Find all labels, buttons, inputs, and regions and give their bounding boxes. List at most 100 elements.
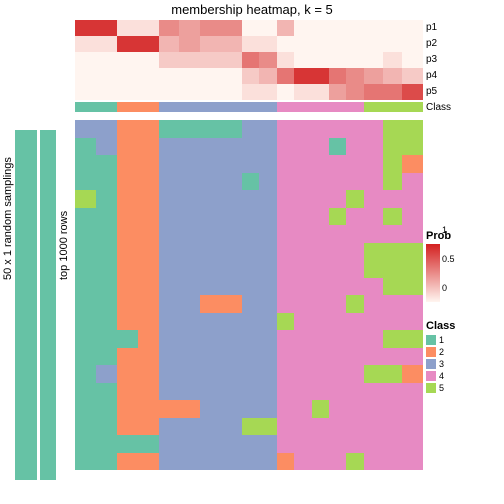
heatmap-cell: [312, 453, 329, 471]
rows-side-bar: [40, 130, 56, 480]
class-segment: [294, 102, 311, 112]
heatmap-cell: [96, 155, 117, 173]
prob-cell: [364, 52, 383, 68]
heatmap-cell: [383, 243, 402, 261]
heatmap-cell: [159, 400, 180, 418]
heatmap-cell: [259, 295, 276, 313]
heatmap-cell: [117, 208, 138, 226]
heatmap-cell: [200, 383, 221, 401]
heatmap-cell: [294, 138, 311, 156]
class-segment: [75, 102, 96, 112]
heatmap-cell: [277, 173, 294, 191]
class-swatch: [426, 383, 436, 393]
class-swatch: [426, 371, 436, 381]
prob-cell: [277, 20, 294, 36]
heatmap-cell: [294, 330, 311, 348]
prob-cell: [117, 84, 138, 100]
heatmap-cell: [329, 418, 346, 436]
heatmap-cell: [312, 435, 329, 453]
prob-cell: [383, 84, 402, 100]
prob-cell: [221, 84, 242, 100]
class-segment: [159, 102, 180, 112]
heatmap-cell: [329, 208, 346, 226]
heatmap-cell: [75, 295, 96, 313]
prob-cell: [346, 20, 363, 36]
class-swatch: [426, 359, 436, 369]
heatmap-cell: [117, 330, 138, 348]
heatmap-cell: [159, 330, 180, 348]
class-legend-item: 4: [426, 370, 498, 382]
heatmap-cell: [242, 313, 259, 331]
prob-cell: [259, 36, 276, 52]
heatmap-cell: [221, 138, 242, 156]
heatmap-cell: [117, 120, 138, 138]
prob-cell: [329, 68, 346, 84]
heatmap-cell: [179, 278, 200, 296]
heatmap-cell: [117, 138, 138, 156]
heatmap-cell: [96, 453, 117, 471]
heatmap-cell: [312, 383, 329, 401]
prob-row-label: p1: [426, 22, 437, 33]
prob-cell: [402, 84, 423, 100]
heatmap-cell: [221, 330, 242, 348]
prob-row: [75, 20, 423, 36]
heatmap-cell: [259, 330, 276, 348]
heatmap-cell: [117, 173, 138, 191]
chart-title: membership heatmap, k = 5: [0, 2, 504, 17]
heatmap-cell: [96, 278, 117, 296]
heatmap-cell: [138, 243, 159, 261]
class-legend-label: 1: [439, 335, 444, 345]
heatmap-cell: [179, 295, 200, 313]
heatmap-cell: [138, 173, 159, 191]
heatmap-cell: [383, 365, 402, 383]
prob-cell: [138, 52, 159, 68]
heatmap-cell: [277, 365, 294, 383]
heatmap-cell: [294, 313, 311, 331]
class-segment: [138, 102, 159, 112]
heatmap-cell: [364, 295, 383, 313]
heatmap-cell: [117, 190, 138, 208]
heatmap-cell: [346, 295, 363, 313]
heatmap-cell: [294, 418, 311, 436]
prob-cell: [402, 20, 423, 36]
heatmap-cell: [346, 225, 363, 243]
heatmap-cell: [159, 208, 180, 226]
heatmap-cell: [294, 278, 311, 296]
heatmap-cell: [312, 278, 329, 296]
y-axis-label-inner: top 1000 rows: [58, 211, 70, 280]
prob-cell: [312, 20, 329, 36]
prob-cell: [329, 84, 346, 100]
heatmap-cell: [346, 260, 363, 278]
heatmap-cell: [96, 173, 117, 191]
heatmap-row: [75, 453, 423, 471]
class-legend-item: 2: [426, 346, 498, 358]
prob-row: [75, 36, 423, 52]
heatmap-cell: [200, 348, 221, 366]
heatmap-cell: [383, 120, 402, 138]
class-swatch: [426, 347, 436, 357]
class-swatch: [426, 335, 436, 345]
heatmap-cell: [277, 330, 294, 348]
heatmap-cell: [364, 313, 383, 331]
heatmap-cell: [329, 383, 346, 401]
heatmap-cell: [294, 120, 311, 138]
heatmap-cell: [96, 260, 117, 278]
heatmap-cell: [259, 243, 276, 261]
heatmap-cell: [75, 365, 96, 383]
heatmap-row: [75, 348, 423, 366]
heatmap-cell: [221, 155, 242, 173]
heatmap-cell: [138, 120, 159, 138]
heatmap-cell: [96, 243, 117, 261]
heatmap-cell: [383, 208, 402, 226]
heatmap-cell: [329, 313, 346, 331]
heatmap-cell: [294, 190, 311, 208]
prob-cell: [75, 20, 96, 36]
heatmap-cell: [242, 365, 259, 383]
heatmap-cell: [200, 190, 221, 208]
heatmap-cell: [159, 155, 180, 173]
prob-row-label: p5: [426, 86, 437, 97]
class-segment: [329, 102, 346, 112]
heatmap-cell: [200, 260, 221, 278]
prob-cell: [259, 20, 276, 36]
heatmap-cell: [312, 155, 329, 173]
